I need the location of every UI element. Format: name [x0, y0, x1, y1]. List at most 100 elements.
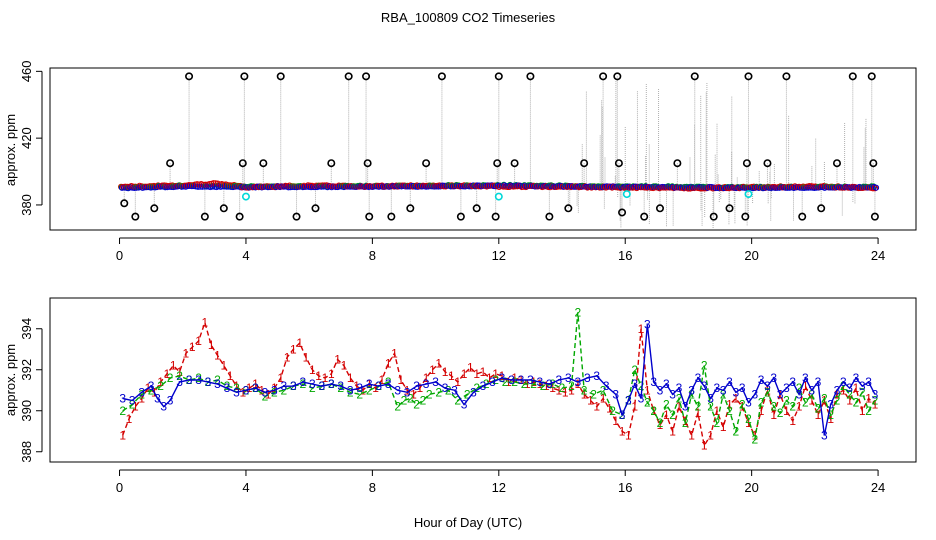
series-marker-1: 1 — [562, 385, 569, 399]
series-marker-1: 1 — [391, 346, 398, 360]
black-point — [456, 212, 465, 221]
band-point-blue — [872, 184, 880, 191]
series-marker-1: 1 — [202, 316, 209, 330]
series-marker-3: 3 — [859, 379, 866, 393]
bottom-y-tick-label: 392 — [19, 359, 34, 381]
series-marker-1: 1 — [770, 408, 777, 422]
series-marker-2: 2 — [347, 385, 354, 399]
series-marker-1: 1 — [486, 371, 493, 385]
series-marker-1: 1 — [543, 379, 550, 393]
series-marker-3: 3 — [195, 373, 202, 387]
series-marker-1: 1 — [435, 357, 442, 371]
series-marker-2: 2 — [644, 396, 651, 410]
series-marker-2: 2 — [356, 387, 363, 401]
black-point — [240, 72, 249, 81]
series-marker-2: 2 — [148, 383, 155, 397]
series-marker-1: 1 — [353, 379, 360, 393]
series-marker-2: 2 — [783, 394, 790, 408]
series-marker-3: 3 — [584, 371, 591, 385]
series-marker-1: 1 — [296, 336, 303, 350]
black-point — [131, 212, 140, 221]
series-marker-3: 3 — [480, 379, 487, 393]
black-point — [848, 72, 857, 81]
black-point — [798, 212, 807, 221]
series-marker-2: 2 — [435, 385, 442, 399]
series-marker-3: 3 — [644, 318, 651, 332]
series-marker-1: 1 — [170, 359, 177, 373]
series-marker-2: 2 — [796, 381, 803, 395]
series-marker-3: 3 — [815, 375, 822, 389]
series-marker-3: 3 — [271, 383, 278, 397]
series-marker-3: 3 — [802, 371, 809, 385]
series-marker-3: 3 — [657, 383, 664, 397]
black-point — [580, 159, 589, 168]
series-marker-3: 3 — [205, 375, 212, 389]
series-marker-2: 2 — [511, 375, 518, 389]
series-marker-2: 2 — [865, 404, 872, 418]
series-marker-2: 2 — [413, 398, 420, 412]
series-marker-2: 2 — [129, 398, 136, 412]
black-point — [613, 72, 622, 81]
series-marker-3: 3 — [309, 377, 316, 391]
series-marker-1: 1 — [189, 340, 196, 354]
bottom-x-tick-label: 8 — [369, 480, 376, 495]
series-marker-3: 3 — [650, 375, 657, 389]
series-marker-1: 1 — [265, 387, 272, 401]
series-marker-3: 3 — [565, 371, 572, 385]
bottom-x-tick-label: 4 — [242, 480, 249, 495]
bottom-y-tick-label: 394 — [19, 318, 34, 340]
series-marker-3: 3 — [631, 377, 638, 391]
series-marker-3: 3 — [527, 373, 534, 387]
series-marker-1: 1 — [783, 404, 790, 418]
top-y-tick-label: 460 — [19, 60, 34, 82]
series-marker-2: 2 — [195, 371, 202, 385]
series-marker-3: 3 — [701, 379, 708, 393]
series-marker-3: 3 — [625, 394, 632, 408]
series-marker-2: 2 — [808, 387, 815, 401]
series-marker-3: 3 — [214, 377, 221, 391]
series-marker-3: 3 — [669, 387, 676, 401]
series-marker-1: 1 — [372, 381, 379, 395]
x-axis-label: Hour of Day (UTC) — [414, 515, 522, 530]
series-marker-2: 2 — [530, 377, 537, 391]
black-point — [709, 212, 718, 221]
series-marker-2: 2 — [157, 379, 164, 393]
band-point-blue — [209, 183, 216, 190]
bottom-y-tick-label: 388 — [19, 441, 34, 463]
black-point — [744, 72, 753, 81]
series-marker-3: 3 — [138, 385, 145, 399]
series-marker-1: 1 — [183, 346, 190, 360]
series-marker-2: 2 — [701, 359, 708, 373]
series-marker-2: 2 — [407, 391, 414, 405]
series-marker-1: 1 — [695, 406, 702, 420]
series-marker-1: 1 — [423, 371, 430, 385]
series-marker-2: 2 — [473, 381, 480, 395]
series-marker-1: 1 — [119, 428, 126, 442]
series-marker-2: 2 — [745, 412, 752, 426]
black-point — [185, 72, 194, 81]
series-marker-1: 1 — [208, 338, 215, 352]
series-marker-2: 2 — [638, 379, 645, 393]
black-point — [327, 159, 336, 168]
top-y-tick-label: 380 — [19, 194, 34, 216]
series-marker-2: 2 — [138, 387, 145, 401]
series-marker-2: 2 — [834, 394, 841, 408]
series-marker-1: 1 — [480, 365, 487, 379]
series-marker-1: 1 — [581, 387, 588, 401]
top-x-tick-label: 12 — [492, 248, 506, 263]
series-marker-1: 1 — [385, 357, 392, 371]
series-marker-1: 1 — [714, 404, 721, 418]
series-marker-3: 3 — [619, 408, 626, 422]
series-marker-2: 2 — [726, 404, 733, 418]
series-marker-2: 2 — [581, 383, 588, 397]
black-point — [344, 72, 353, 81]
series-marker-2: 2 — [394, 400, 401, 414]
series-marker-1: 1 — [239, 385, 246, 399]
series-marker-2: 2 — [574, 305, 581, 319]
series-marker-2: 2 — [777, 406, 784, 420]
series-marker-1: 1 — [492, 367, 499, 381]
series-marker-3: 3 — [167, 394, 174, 408]
series-marker-1: 1 — [360, 383, 367, 397]
black-point — [292, 212, 301, 221]
